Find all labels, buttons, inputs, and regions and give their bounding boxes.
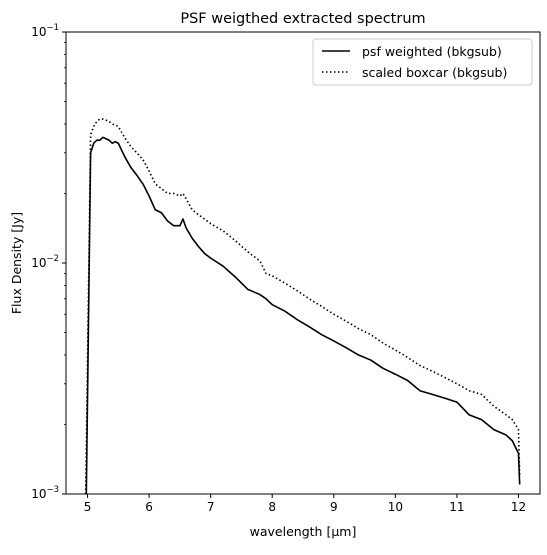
legend: psf weighted (bkgsub) scaled boxcar (bkg… (313, 39, 532, 85)
x-tick-label: 5 (84, 500, 92, 514)
y-axis-label: Flux Density [Jy] (9, 212, 24, 314)
x-tick-label: 8 (268, 500, 276, 514)
x-tick-label: 12 (511, 500, 526, 514)
legend-label-psf-weighted: psf weighted (bkgsub) (362, 44, 502, 59)
chart-title: PSF weigthed extracted spectrum (180, 11, 425, 27)
legend-label-scaled-boxcar: scaled boxcar (bkgsub) (362, 65, 507, 80)
x-tick-label: 7 (207, 500, 215, 514)
x-tick-label: 9 (330, 500, 338, 514)
x-tick-label: 11 (449, 500, 464, 514)
x-tick-label: 6 (145, 500, 153, 514)
x-axis-label: wavelength [μm] (250, 524, 357, 539)
x-tick-label: 10 (388, 500, 403, 514)
